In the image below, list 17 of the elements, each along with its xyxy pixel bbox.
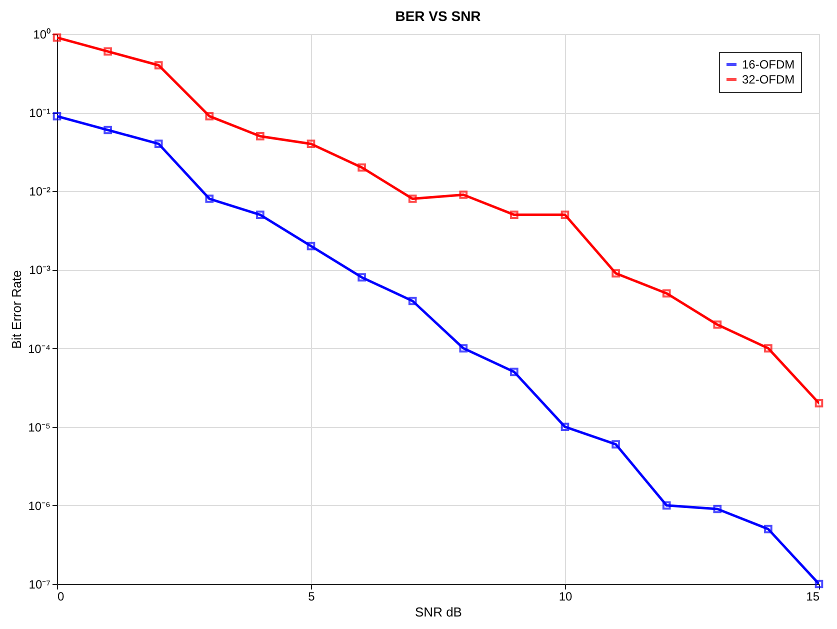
legend-label: 32-OFDM [742,72,795,86]
y-tick-label: 10⁻¹ [29,106,51,120]
x-tick-label: 10 [558,590,572,604]
y-tick-label: 10⁰ [33,28,50,42]
legend-label: 16-OFDM [742,58,795,72]
y-tick-label: 10⁻⁴ [28,342,50,356]
x-axis-title: SNR dB [415,604,462,620]
x-tick-label: 0 [58,590,64,604]
chart-title: BER VS SNR [395,8,481,24]
x-tick-label: 15 [806,590,820,604]
y-tick-label: 10⁻⁵ [28,420,51,434]
y-tick-label: 10⁻³ [29,263,51,278]
y-tick-label: 10⁻⁶ [28,498,51,513]
y-axis-title: Bit Error Rate [8,270,24,349]
y-tick-label: 10⁻² [29,184,51,199]
x-tick-label: 5 [308,590,316,604]
y-tick-label: 10⁻⁷ [28,578,50,592]
